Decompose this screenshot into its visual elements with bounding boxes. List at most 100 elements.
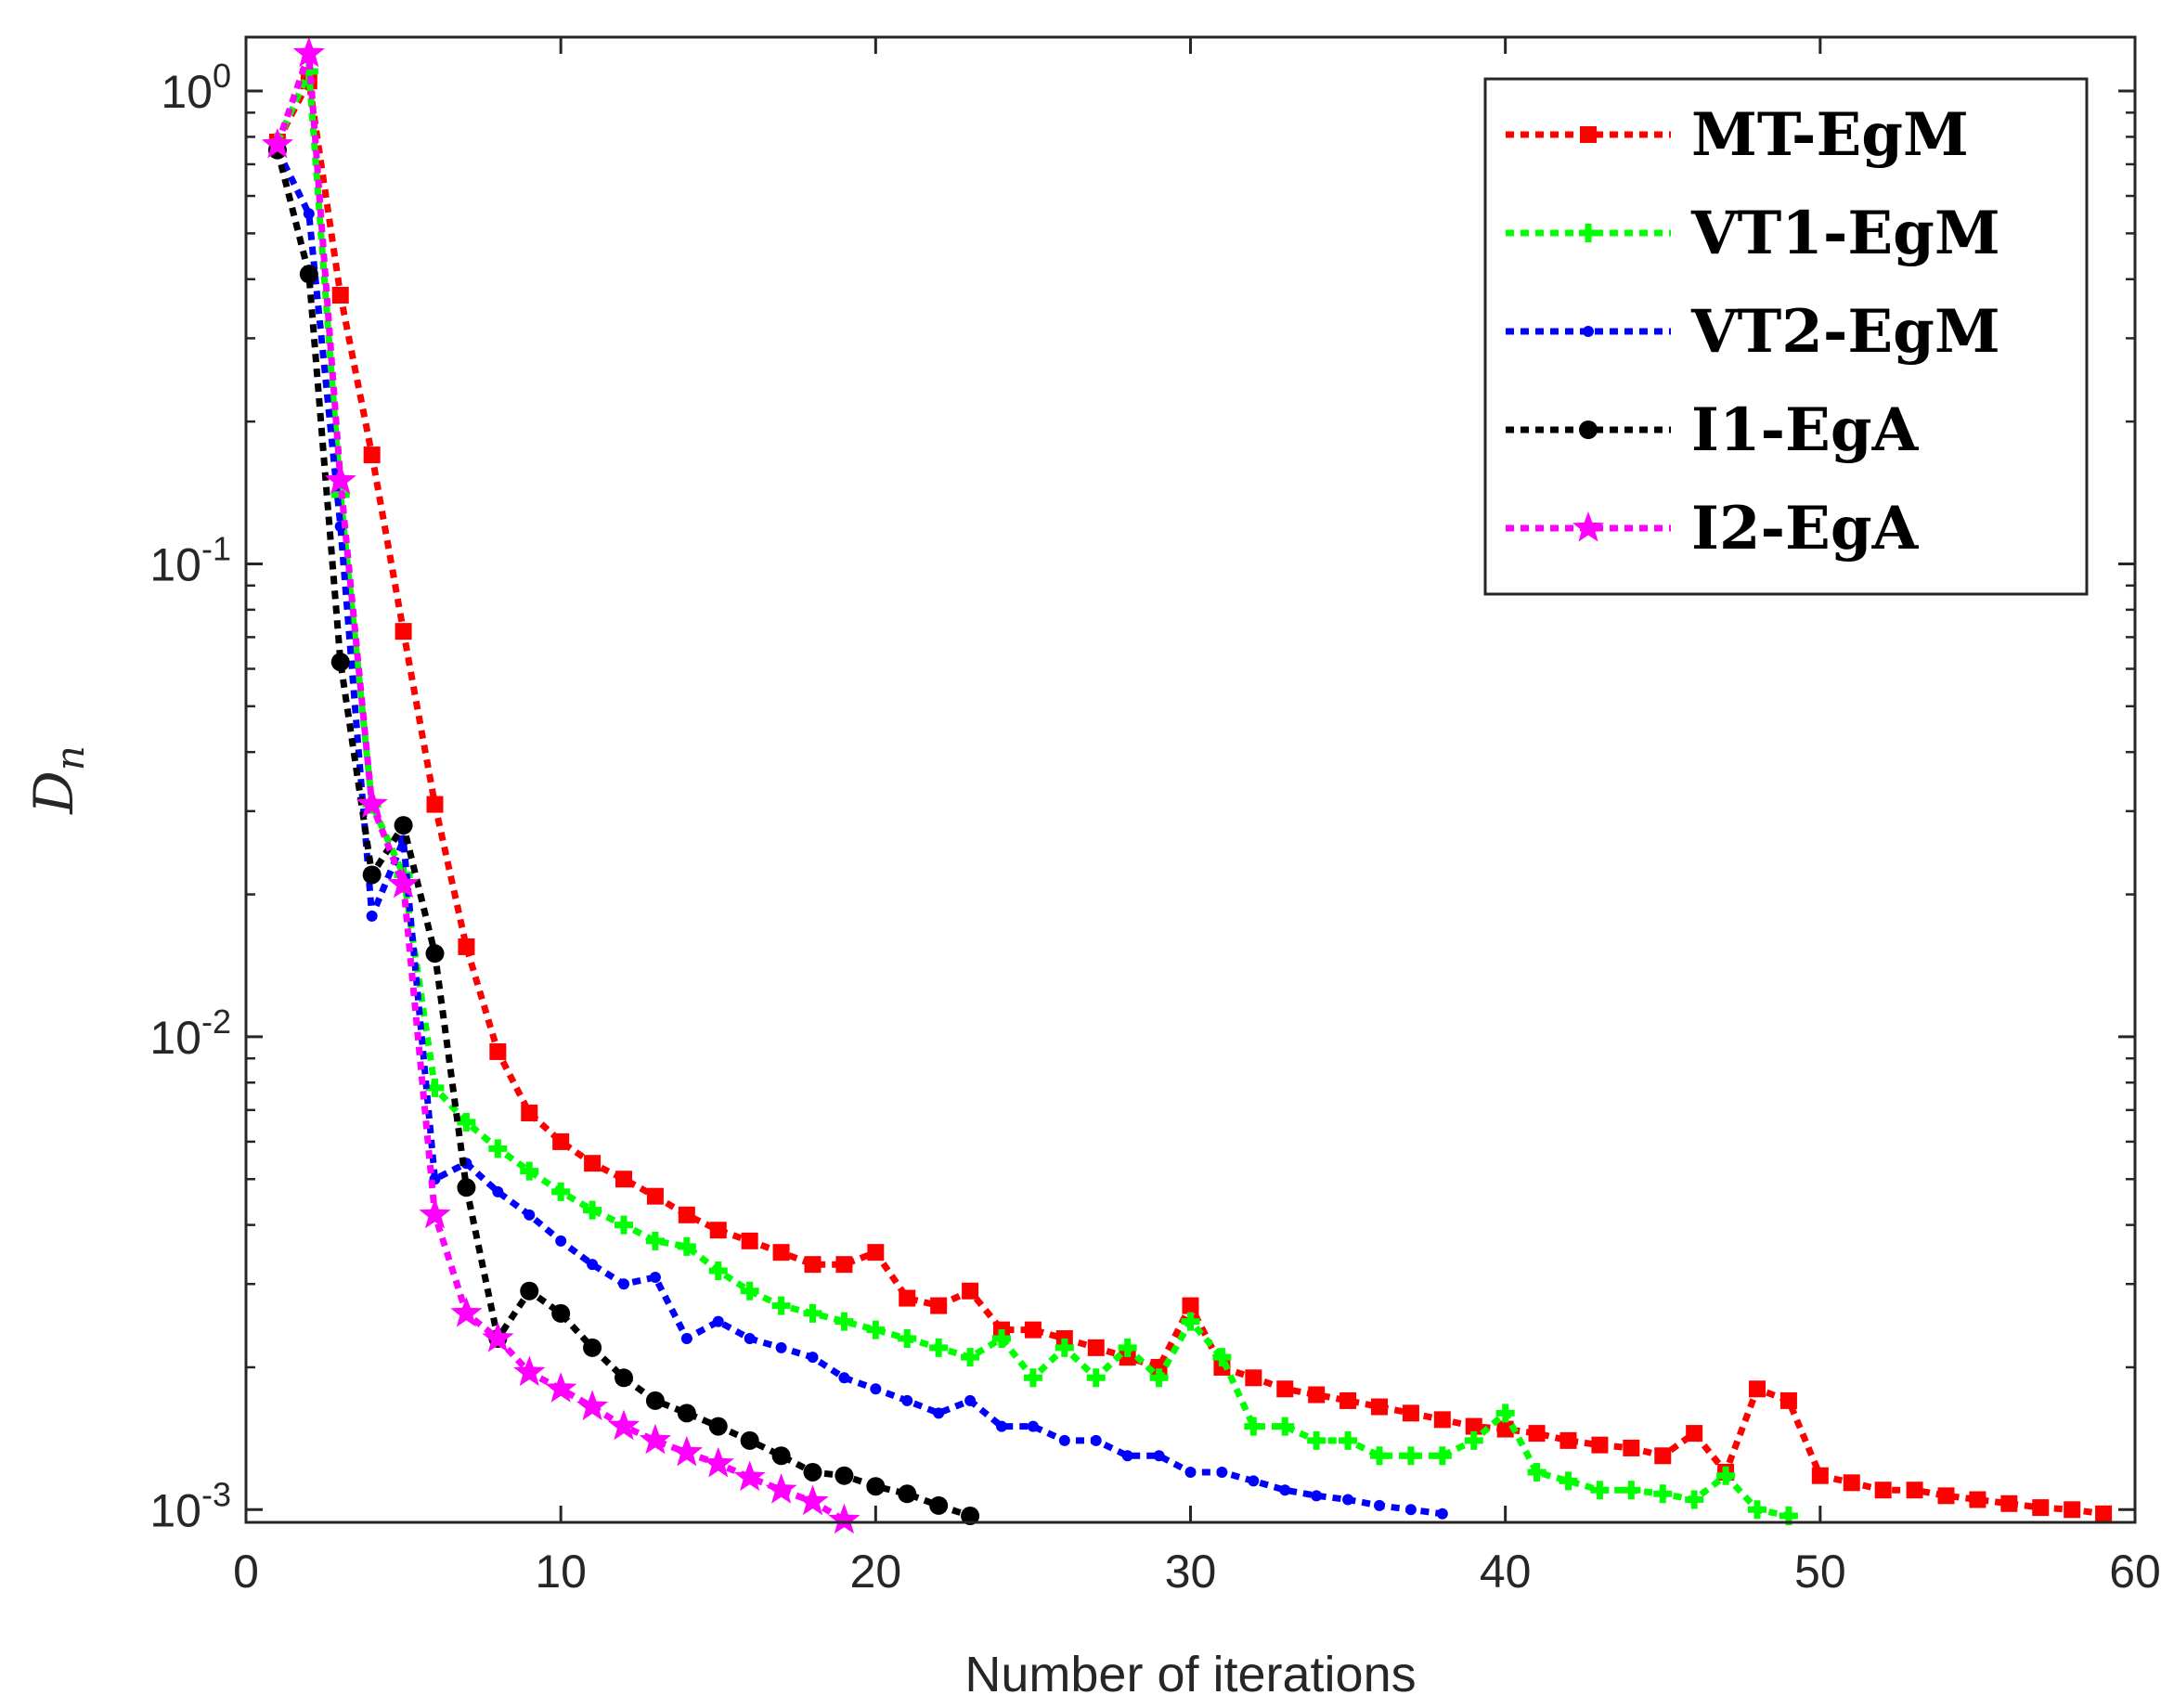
y-axis-label: Dn xyxy=(22,745,93,815)
data-point xyxy=(520,1281,539,1300)
data-point xyxy=(962,1282,979,1300)
data-point xyxy=(678,1206,695,1223)
data-point xyxy=(1308,1386,1326,1404)
series-vt1-egm xyxy=(267,61,1798,1526)
data-point xyxy=(607,1409,641,1441)
legend-box xyxy=(1483,77,2089,596)
series-line-i1-ega xyxy=(274,149,972,1520)
data-point xyxy=(615,1215,633,1235)
data-point xyxy=(1058,1434,1070,1446)
y-tick-label: 10-3 xyxy=(149,1475,231,1536)
data-point xyxy=(521,1104,538,1121)
data-point xyxy=(450,1296,483,1327)
data-point xyxy=(524,1209,536,1221)
data-point xyxy=(1276,1380,1294,1398)
data-point xyxy=(744,1333,756,1345)
data-point xyxy=(1465,1417,1482,1435)
data-point xyxy=(1181,1312,1200,1331)
data-point xyxy=(1590,1481,1610,1500)
data-point xyxy=(261,127,293,159)
data-point xyxy=(425,944,445,964)
data-point xyxy=(996,1420,1007,1432)
data-point xyxy=(488,1139,508,1158)
data-point xyxy=(1748,1500,1766,1520)
data-point xyxy=(426,796,444,813)
data-point xyxy=(933,1407,945,1419)
data-point xyxy=(740,1430,759,1450)
data-point xyxy=(330,653,350,672)
data-point xyxy=(1591,1436,1609,1454)
legend: MT-EgM VT1-EgM VT2-EgM I1-EgA I2-EgA xyxy=(1483,77,2089,596)
y-tick-label: 100 xyxy=(161,57,231,118)
data-point xyxy=(1248,1475,1260,1487)
data-point xyxy=(645,1231,665,1250)
data-point xyxy=(1686,1425,1703,1443)
data-point xyxy=(1716,1466,1736,1485)
data-point xyxy=(929,1338,949,1357)
x-tick-label: 60 xyxy=(2109,1546,2161,1598)
data-point xyxy=(363,446,381,464)
data-point xyxy=(356,787,388,819)
y-tick-label-exponent: -1 xyxy=(201,529,231,567)
data-point xyxy=(1024,1321,1042,1339)
legend-marker xyxy=(1583,326,1594,337)
data-point xyxy=(584,1155,602,1172)
series-mt-egm xyxy=(268,71,2113,1522)
data-point xyxy=(1436,1507,1448,1520)
data-point xyxy=(2095,1505,2113,1522)
legend-marker xyxy=(1572,511,1605,542)
data-point xyxy=(838,1372,850,1384)
data-point xyxy=(2000,1494,2018,1512)
data-point xyxy=(1969,1491,1986,1508)
data-point xyxy=(899,1289,916,1307)
data-point xyxy=(1371,1398,1388,1416)
data-point xyxy=(835,1312,854,1331)
data-point xyxy=(796,1484,829,1516)
data-point xyxy=(1086,1368,1106,1388)
data-point xyxy=(1495,1404,1515,1423)
data-point xyxy=(457,1178,476,1197)
data-point xyxy=(828,1503,861,1534)
data-point xyxy=(1654,1447,1672,1465)
y-tick-label-base: 10 xyxy=(149,1012,201,1064)
data-point xyxy=(1087,1339,1105,1356)
data-point xyxy=(1433,1411,1451,1429)
data-point xyxy=(576,1390,609,1421)
legend-label: MT-EgM xyxy=(1691,100,1969,170)
data-point xyxy=(366,910,378,922)
data-point xyxy=(771,1296,791,1315)
series-i2-ega xyxy=(261,36,861,1534)
data-point xyxy=(765,1473,797,1504)
data-point xyxy=(677,1236,696,1256)
data-point xyxy=(712,1315,724,1327)
legend-marker xyxy=(1579,224,1598,242)
x-tick-label: 50 xyxy=(1794,1546,1846,1598)
data-point xyxy=(870,1383,882,1395)
data-point xyxy=(1528,1425,1546,1443)
data-point xyxy=(1245,1369,1262,1387)
data-point xyxy=(1307,1430,1326,1450)
data-point xyxy=(1342,1494,1354,1506)
data-point xyxy=(1184,1466,1197,1478)
data-point xyxy=(1811,1467,1829,1484)
data-point xyxy=(1119,1349,1136,1366)
data-point xyxy=(1027,1420,1039,1432)
data-point xyxy=(639,1423,671,1455)
data-point xyxy=(555,1235,567,1247)
data-point xyxy=(1843,1474,1860,1492)
data-point xyxy=(901,1394,913,1406)
data-point xyxy=(775,1341,787,1353)
data-point xyxy=(733,1460,766,1492)
data-point xyxy=(489,1042,507,1060)
legend-entry-vt1-egm: VT1-EgM xyxy=(1506,199,2000,268)
data-point xyxy=(807,1352,819,1364)
data-point xyxy=(646,1187,664,1205)
data-point xyxy=(2032,1499,2050,1517)
data-point xyxy=(740,1281,759,1300)
data-point xyxy=(1623,1439,1640,1456)
data-point xyxy=(867,1244,885,1262)
data-point xyxy=(2064,1501,2081,1519)
data-point xyxy=(1150,1358,1168,1376)
data-point xyxy=(1244,1417,1263,1436)
